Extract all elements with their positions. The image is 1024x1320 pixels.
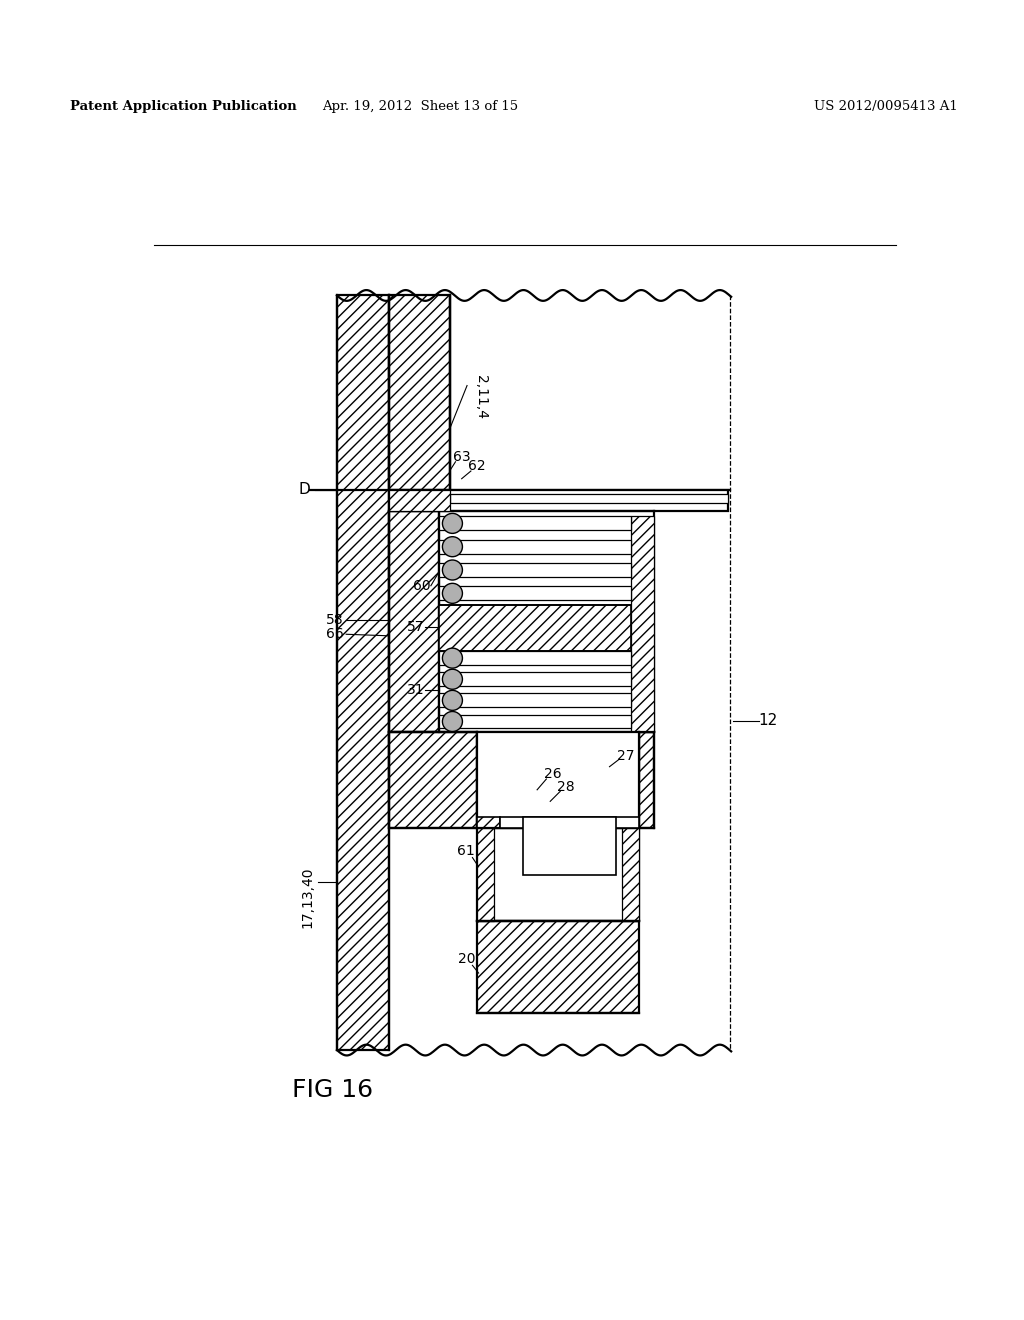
Bar	[451, 296, 730, 490]
Circle shape	[442, 711, 463, 731]
Text: 17,13,40: 17,13,40	[301, 867, 314, 928]
Text: 2,11,4: 2,11,4	[474, 375, 487, 420]
Text: D: D	[299, 482, 310, 498]
Bar	[438, 586, 631, 601]
Circle shape	[442, 513, 463, 533]
Bar	[388, 490, 451, 511]
Bar	[500, 817, 639, 829]
Bar	[438, 693, 631, 708]
Text: 60: 60	[413, 578, 430, 593]
Text: 20: 20	[458, 952, 475, 966]
Bar	[438, 540, 631, 553]
Bar	[337, 296, 388, 1051]
Bar	[438, 516, 631, 531]
Bar	[438, 605, 631, 651]
Bar	[438, 564, 631, 577]
Text: 26: 26	[544, 767, 561, 781]
Bar	[477, 733, 639, 829]
Circle shape	[442, 583, 463, 603]
Text: US 2012/0095413 A1: US 2012/0095413 A1	[814, 100, 957, 114]
Circle shape	[442, 669, 463, 689]
Text: FIG 16: FIG 16	[292, 1078, 374, 1102]
Text: 58: 58	[326, 614, 343, 627]
Bar	[388, 733, 477, 829]
Bar	[451, 494, 728, 503]
Circle shape	[442, 560, 463, 579]
Bar	[388, 490, 728, 511]
Text: 61: 61	[458, 845, 475, 858]
Text: Apr. 19, 2012  Sheet 13 of 15: Apr. 19, 2012 Sheet 13 of 15	[322, 100, 518, 114]
Bar	[477, 817, 500, 829]
Bar	[477, 829, 639, 921]
Bar	[631, 516, 654, 733]
Text: Patent Application Publication: Patent Application Publication	[70, 100, 296, 114]
Bar	[438, 651, 631, 665]
Text: 27: 27	[616, 748, 635, 763]
Text: 31: 31	[407, 682, 424, 697]
Text: 66: 66	[326, 627, 343, 642]
Bar	[622, 829, 639, 921]
Text: 62: 62	[468, 459, 485, 474]
Circle shape	[442, 537, 463, 557]
Text: 12: 12	[759, 713, 778, 729]
Bar	[477, 921, 639, 1014]
Bar	[388, 296, 451, 490]
Bar	[639, 733, 654, 829]
Circle shape	[442, 690, 463, 710]
Text: 28: 28	[557, 780, 574, 793]
Bar	[523, 817, 615, 874]
Bar	[438, 714, 631, 729]
Text: 63: 63	[453, 450, 470, 465]
Bar	[388, 511, 438, 733]
Text: 57: 57	[407, 619, 424, 634]
Bar	[438, 672, 631, 686]
Circle shape	[442, 648, 463, 668]
Bar	[477, 829, 494, 921]
